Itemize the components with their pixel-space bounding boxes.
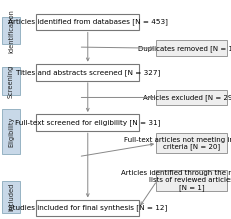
Text: Identification: Identification	[8, 9, 14, 53]
Text: Articles identified from databases [N = 453]: Articles identified from databases [N = …	[8, 19, 168, 25]
FancyBboxPatch shape	[2, 67, 20, 95]
FancyBboxPatch shape	[156, 40, 227, 56]
FancyBboxPatch shape	[156, 170, 227, 191]
Text: Titles and abstracts screened [N = 327]: Titles and abstracts screened [N = 327]	[16, 69, 160, 76]
FancyBboxPatch shape	[156, 133, 227, 154]
FancyBboxPatch shape	[2, 17, 20, 44]
FancyBboxPatch shape	[2, 181, 20, 213]
FancyBboxPatch shape	[36, 200, 139, 216]
Text: Full-text screened for eligibility [N = 31]: Full-text screened for eligibility [N = …	[15, 119, 161, 126]
Text: Full-text articles not meeting inclusion
criteria [N = 20]: Full-text articles not meeting inclusion…	[125, 137, 231, 150]
FancyBboxPatch shape	[36, 64, 139, 81]
Text: Duplicates removed [N = 126]: Duplicates removed [N = 126]	[138, 45, 231, 51]
Text: Articles identified through the reference
lists of reviewed articles
[N = 1]: Articles identified through the referenc…	[122, 170, 231, 191]
FancyBboxPatch shape	[156, 90, 227, 105]
Text: Screening: Screening	[8, 64, 14, 98]
FancyBboxPatch shape	[2, 109, 20, 154]
Text: Studies included for final synthesis [N = 12]: Studies included for final synthesis [N …	[8, 205, 167, 211]
FancyBboxPatch shape	[36, 14, 139, 30]
Text: Articles excluded [N = 296]: Articles excluded [N = 296]	[143, 94, 231, 101]
Text: Eligibility: Eligibility	[8, 116, 14, 147]
FancyBboxPatch shape	[36, 114, 139, 131]
Text: Included: Included	[8, 183, 14, 211]
